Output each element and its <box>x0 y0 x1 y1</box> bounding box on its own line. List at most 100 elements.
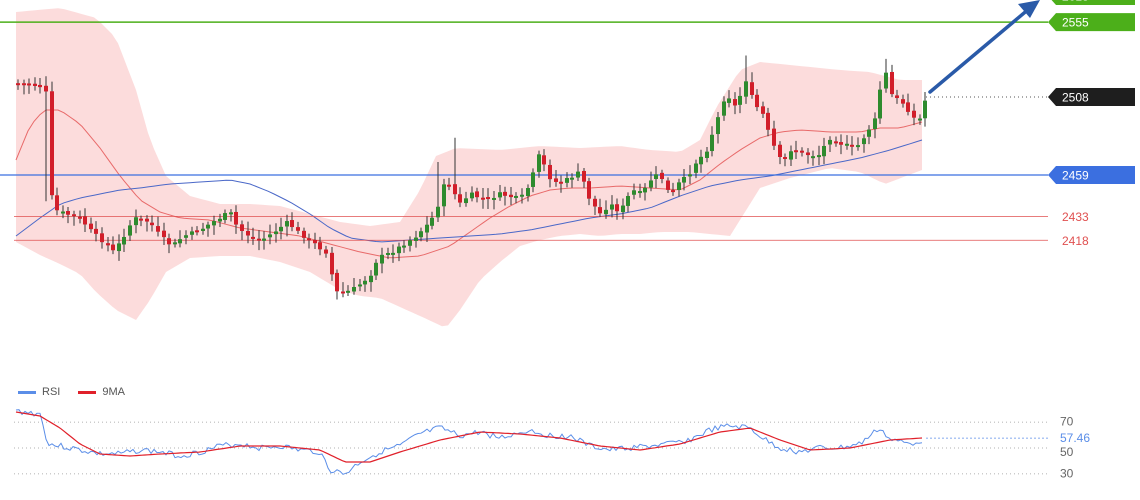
candle-body <box>274 231 278 235</box>
candle-body <box>643 187 647 193</box>
candle-body <box>122 236 126 245</box>
candle <box>901 94 905 108</box>
candle-body <box>890 71 894 95</box>
candle-body <box>744 81 748 97</box>
candle-body <box>279 226 283 232</box>
candle-body <box>78 216 82 219</box>
candle <box>498 184 502 201</box>
candle-body <box>464 198 468 204</box>
candle-body <box>722 101 726 116</box>
candle <box>766 107 770 137</box>
candle <box>582 167 586 188</box>
rsi-label-70: 70 <box>1060 415 1074 429</box>
candle <box>352 278 356 295</box>
candle-body <box>514 195 518 198</box>
candle-body <box>458 194 462 203</box>
candle-body <box>761 106 765 114</box>
candle <box>335 269 339 300</box>
candle <box>296 221 300 234</box>
candle <box>173 238 177 248</box>
candle-body <box>604 209 608 215</box>
candle-body <box>912 110 916 118</box>
candle-body <box>307 238 311 241</box>
ma9-legend-label: 9MA <box>102 386 125 398</box>
candle <box>111 236 115 255</box>
candlesticks <box>16 55 927 300</box>
candle-body <box>100 233 104 243</box>
candle <box>845 135 849 150</box>
candle-body <box>906 102 910 112</box>
candle-body <box>352 287 356 292</box>
candle <box>794 140 798 159</box>
candle-body <box>559 181 563 184</box>
candle-body <box>699 156 703 165</box>
candle-body <box>150 222 154 226</box>
candle <box>542 149 546 172</box>
candle <box>145 215 149 232</box>
candle <box>117 234 121 261</box>
candle-body <box>380 254 384 264</box>
candle <box>912 103 916 126</box>
candle <box>778 141 782 165</box>
candle <box>44 76 48 202</box>
candle <box>425 216 429 242</box>
candle <box>744 55 748 104</box>
candle <box>537 150 541 178</box>
candle-body <box>850 144 854 147</box>
candle-body <box>638 191 642 194</box>
candle <box>699 149 703 173</box>
candle-body <box>38 84 42 88</box>
candle-body <box>660 172 664 180</box>
candle <box>27 78 31 94</box>
candle-body <box>234 211 238 225</box>
candle <box>128 220 132 242</box>
candle <box>906 93 910 116</box>
candle-body <box>783 157 787 160</box>
candle-body <box>22 83 26 86</box>
candle <box>554 169 558 187</box>
candle <box>750 72 754 99</box>
candle-body <box>834 141 838 144</box>
candle <box>643 183 647 201</box>
candle-body <box>498 192 502 198</box>
candle <box>223 209 227 224</box>
candle-body <box>806 152 810 156</box>
candle <box>481 187 485 209</box>
candle-body <box>526 188 530 197</box>
candle <box>391 244 395 263</box>
candle-body <box>369 275 373 283</box>
candle-body <box>374 262 378 276</box>
candle-body <box>442 184 446 207</box>
candle-body <box>800 150 804 153</box>
candle-body <box>677 182 681 191</box>
candle <box>33 77 37 91</box>
candle <box>251 227 255 245</box>
candle <box>89 217 93 233</box>
candle <box>414 230 418 248</box>
candle-body <box>218 218 222 222</box>
candle-body <box>828 139 832 145</box>
candle-body <box>548 164 552 180</box>
candle <box>492 190 496 210</box>
candle <box>184 230 188 245</box>
candle <box>436 162 440 223</box>
candle <box>16 79 20 90</box>
candle-body <box>94 228 98 234</box>
candle <box>134 209 138 234</box>
candle <box>862 134 866 153</box>
candle-body <box>212 221 216 226</box>
candle <box>576 163 580 182</box>
candle-body <box>341 291 345 294</box>
candle-body <box>873 118 877 129</box>
candle <box>369 270 373 292</box>
candle <box>330 247 334 281</box>
candle <box>531 168 535 193</box>
candle <box>419 227 423 242</box>
candle-body <box>111 244 115 251</box>
candle <box>307 233 311 249</box>
candle-body <box>167 238 171 245</box>
candle <box>671 182 675 196</box>
candle-body <box>240 224 244 231</box>
candle-body <box>789 151 793 160</box>
candle-body <box>470 192 474 199</box>
